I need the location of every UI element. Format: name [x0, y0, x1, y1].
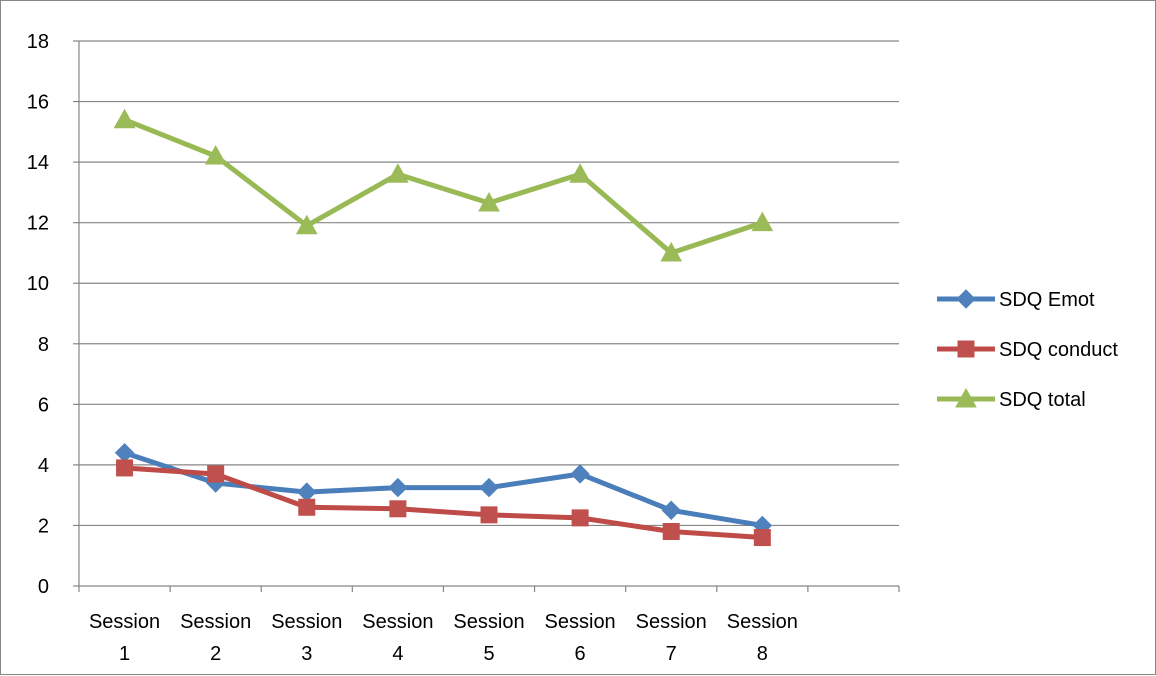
legend-marker [956, 289, 976, 309]
data-point [295, 214, 318, 235]
legend-label: SDQ conduct [999, 339, 1118, 361]
x-tick-label: Session 1 [89, 611, 160, 665]
data-point [388, 477, 408, 498]
data-point [116, 459, 134, 477]
data-point [298, 498, 316, 516]
y-tick-label: 18 [27, 31, 49, 53]
series-sdq-conduct [116, 459, 771, 547]
legend: SDQ Emot SDQ conduct SDQ total [937, 289, 1118, 411]
x-tick-label: Session 8 [727, 611, 798, 665]
data-point [297, 482, 317, 502]
x-tick-labels: Session 1 Session 2 Session 3 Session 4 Session 5… [89, 611, 798, 665]
x-tick-label: Session 5 [453, 611, 524, 665]
y-tick-label: 2 [38, 515, 49, 537]
legend-label: SDQ Emot [999, 289, 1095, 311]
legend-marker [957, 340, 975, 358]
x-tick-label: Session 4 [362, 611, 433, 665]
y-tick-label: 14 [27, 152, 49, 174]
y-tick-label: 8 [38, 334, 49, 356]
series-line [122, 465, 765, 541]
y-tick-label: 12 [27, 213, 49, 235]
series-line [122, 450, 765, 528]
axes [73, 40, 900, 592]
data-point [204, 145, 227, 165]
y-tick-labels: 0 2 4 6 8 10 12 14 16 18 [27, 31, 49, 598]
data-point [662, 523, 680, 540]
legend-label: SDQ total [999, 389, 1086, 411]
data-point [660, 241, 683, 262]
x-tick-label: Session 2 [180, 611, 251, 665]
data-point [480, 506, 498, 524]
data-point [661, 500, 681, 521]
data-point [479, 477, 499, 498]
y-tick-label: 10 [27, 273, 49, 295]
data-point [478, 191, 500, 212]
data-point [389, 500, 407, 518]
data-point [569, 163, 591, 183]
data-point [753, 529, 771, 547]
x-tick-label: Session 6 [545, 611, 616, 665]
x-tick-label: Session 7 [636, 611, 707, 665]
y-tick-label: 16 [27, 92, 49, 114]
data-point [751, 211, 774, 232]
data-point [113, 108, 136, 129]
y-tick-label: 0 [38, 576, 49, 598]
legend-item: SDQ Emot [937, 289, 1095, 311]
legend-item: SDQ total [937, 387, 1086, 411]
data-point [570, 464, 590, 484]
legend-marker [955, 387, 977, 408]
data-point [114, 443, 135, 463]
data-point [387, 163, 409, 183]
series-sdq-total [113, 108, 774, 262]
series [113, 108, 774, 547]
legend-item: SDQ conduct [937, 339, 1118, 361]
series-line [122, 117, 765, 256]
data-point [571, 509, 589, 527]
y-tick-label: 6 [38, 394, 49, 416]
data-point [207, 465, 225, 483]
y-tick-label: 4 [38, 455, 49, 477]
gridlines [79, 40, 899, 527]
x-tick-label: Session 3 [271, 611, 342, 665]
series-sdq-emot [114, 443, 773, 536]
